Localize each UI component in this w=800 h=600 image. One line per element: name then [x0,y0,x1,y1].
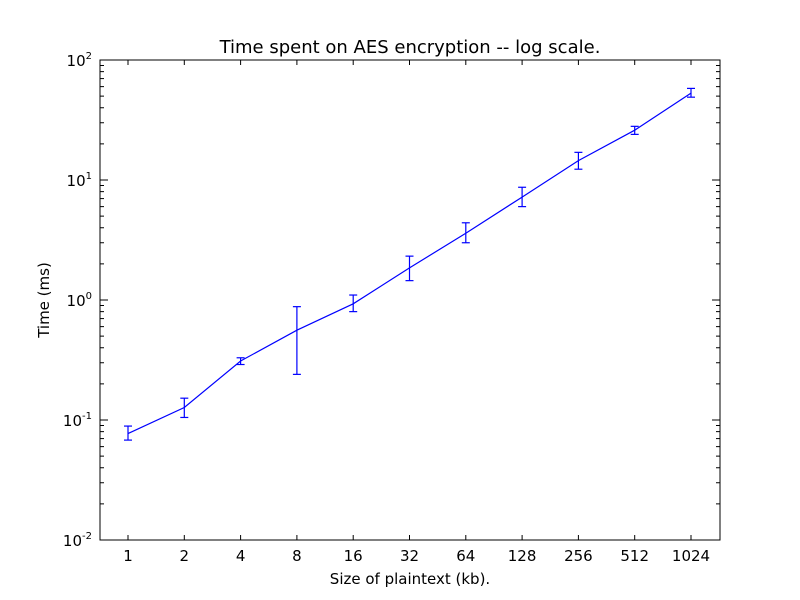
y-tick-label: 10-1 [63,411,92,430]
error-bar [124,425,132,441]
y-tick-label: 102 [67,51,92,70]
x-tick-label: 1024 [672,547,710,565]
y-tick-label: 100 [67,291,92,310]
error-bar [180,397,189,419]
x-tick-label: 128 [508,547,537,565]
y-tick-label: 101 [67,171,92,190]
x-tick-label: 1 [123,547,133,565]
error-bar [349,294,358,313]
error-bar [518,186,527,208]
x-tick-label: 256 [564,547,593,565]
error-bar [687,87,695,98]
x-tick-label: 16 [344,547,363,565]
error-bar [630,125,639,135]
x-tick-label: 4 [236,547,246,565]
y-tick-label: 10-2 [63,531,92,550]
plot-frame [99,59,721,541]
x-tick-label: 2 [180,547,190,565]
x-tick-label: 512 [620,547,649,565]
y-axis-label: Time (ms) [35,262,53,339]
x-axis-label: Size of plaintext (kb). [330,570,490,588]
error-bar [236,357,245,366]
x-tick-label: 64 [456,547,475,565]
x-tick-label: 8 [292,547,302,565]
x-tick-label: 32 [400,547,419,565]
error-bar [292,306,301,375]
series-group [124,87,695,441]
error-bar [405,255,414,282]
axis-ticks: 1 2 4 8 16 32 64 128 256 512 1024 10-2 10-1 100 101 102 [63,51,720,565]
error-bar [461,222,470,244]
error-bar [574,151,583,170]
chart-title: Time spent on AES encryption -- log scal… [219,37,601,58]
